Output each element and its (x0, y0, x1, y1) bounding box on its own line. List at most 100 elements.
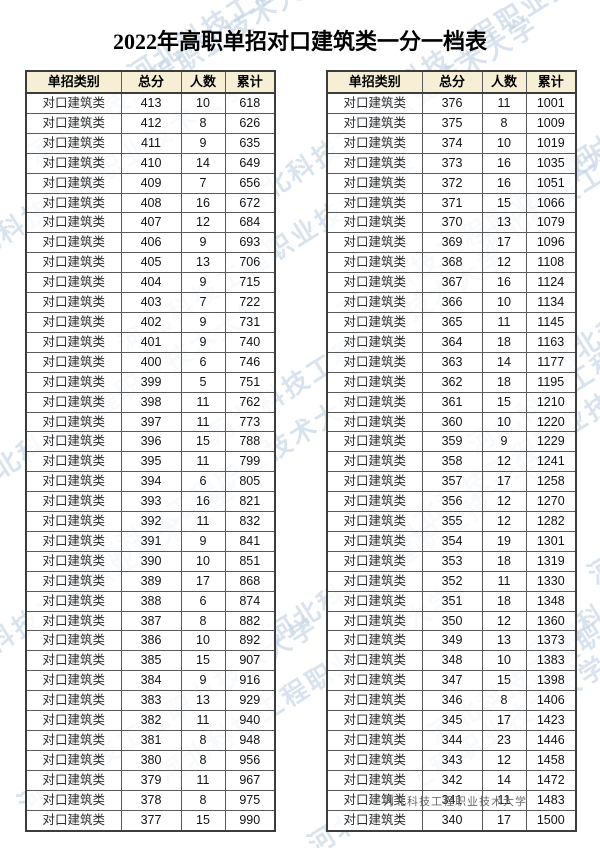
table-row: 对口建筑类 396 15 788 (25, 431, 276, 453)
cell-category: 对口建筑类 (326, 730, 423, 751)
cell-score: 383 (120, 690, 182, 712)
cell-cumulative: 1108 (525, 252, 577, 274)
table-row: 对口建筑类 388 6 874 (25, 590, 276, 612)
cell-cumulative: 1241 (525, 451, 577, 473)
cell-count: 19 (481, 530, 527, 552)
cell-category: 对口建筑类 (25, 451, 122, 473)
cell-cumulative: 990 (224, 809, 276, 832)
cell-category: 对口建筑类 (326, 212, 423, 234)
column-header-category: 单招类别 (25, 70, 122, 94)
cell-score: 364 (421, 331, 483, 353)
cell-count: 17 (481, 710, 527, 731)
column-header-cumulative: 累计 (525, 70, 577, 94)
table-body-left: 对口建筑类 413 10 618 对口建筑类 412 8 626 对口建筑类 411 9 635 对口建… (25, 92, 276, 832)
cell-cumulative: 1009 (525, 112, 577, 134)
cell-score: 391 (120, 530, 182, 552)
cell-count: 11 (180, 769, 226, 791)
cell-cumulative: 1066 (525, 192, 577, 214)
cell-count: 5 (180, 371, 226, 393)
cell-cumulative: 656 (224, 172, 276, 194)
cell-score: 351 (421, 590, 483, 612)
cell-category: 对口建筑类 (326, 252, 423, 274)
table-row: 对口建筑类 348 10 1383 (326, 650, 577, 672)
cell-count: 10 (481, 292, 527, 313)
cell-count: 17 (180, 570, 226, 592)
cell-category: 对口建筑类 (326, 192, 423, 214)
cell-category: 对口建筑类 (25, 570, 122, 592)
table-row: 对口建筑类 359 9 1229 (326, 431, 577, 453)
cell-score: 388 (120, 590, 182, 612)
cell-category: 对口建筑类 (25, 650, 122, 672)
cell-category: 对口建筑类 (326, 311, 423, 333)
cell-score: 393 (120, 491, 182, 513)
cell-cumulative: 1134 (525, 292, 577, 313)
table-row: 对口建筑类 400 6 746 (25, 351, 276, 373)
cell-score: 362 (421, 371, 483, 393)
cell-cumulative: 851 (224, 550, 276, 572)
table-row: 对口建筑类 387 8 882 (25, 610, 276, 632)
table-row: 对口建筑类 403 7 722 (25, 292, 276, 313)
cell-category: 对口建筑类 (326, 769, 423, 791)
cell-count: 12 (481, 252, 527, 274)
cell-count: 6 (180, 590, 226, 612)
cell-score: 369 (421, 232, 483, 254)
cell-category: 对口建筑类 (25, 272, 122, 294)
cell-score: 344 (421, 730, 483, 751)
header-row: 单招类别 总分 人数 累计 (326, 70, 577, 94)
cell-cumulative: 1270 (525, 491, 577, 513)
cell-count: 10 (180, 550, 226, 572)
cell-score: 370 (421, 212, 483, 234)
cell-count: 7 (180, 172, 226, 194)
table-row: 对口建筑类 405 13 706 (25, 252, 276, 274)
table-row: 对口建筑类 395 11 799 (25, 451, 276, 473)
table-row: 对口建筑类 372 16 1051 (326, 172, 577, 194)
cell-cumulative: 799 (224, 451, 276, 473)
cell-cumulative: 1500 (525, 809, 577, 832)
table-row: 对口建筑类 371 15 1066 (326, 192, 577, 214)
cell-cumulative: 1177 (525, 351, 577, 373)
table-row: 对口建筑类 413 10 618 (25, 92, 276, 114)
cell-count: 15 (481, 391, 527, 413)
cell-cumulative: 1423 (525, 710, 577, 731)
table-row: 对口建筑类 361 15 1210 (326, 391, 577, 413)
cell-category: 对口建筑类 (326, 491, 423, 513)
cell-count: 14 (180, 152, 226, 174)
cell-cumulative: 649 (224, 152, 276, 174)
cell-cumulative: 1035 (525, 152, 577, 174)
cell-category: 对口建筑类 (326, 451, 423, 473)
table-row: 对口建筑类 402 9 731 (25, 311, 276, 333)
table-row: 对口建筑类 404 9 715 (25, 272, 276, 294)
cell-category: 对口建筑类 (25, 331, 122, 353)
cell-count: 15 (481, 192, 527, 214)
table-row: 对口建筑类 381 8 948 (25, 730, 276, 751)
table-row: 对口建筑类 354 19 1301 (326, 530, 577, 552)
cell-category: 对口建筑类 (326, 630, 423, 652)
table-row: 对口建筑类 369 17 1096 (326, 232, 577, 254)
cell-count: 8 (180, 112, 226, 134)
cell-score: 348 (421, 650, 483, 672)
table-header-left: 单招类别 总分 人数 累计 (25, 70, 276, 94)
cell-category: 对口建筑类 (25, 749, 122, 771)
cell-score: 398 (120, 391, 182, 413)
cell-score: 380 (120, 749, 182, 771)
cell-score: 381 (120, 730, 182, 751)
cell-count: 8 (481, 690, 527, 712)
table-row: 对口建筑类 363 14 1177 (326, 351, 577, 373)
cell-cumulative: 1282 (525, 511, 577, 532)
cell-score: 387 (120, 610, 182, 632)
table-row: 对口建筑类 373 16 1035 (326, 152, 577, 174)
cell-cumulative: 1001 (525, 92, 577, 114)
cell-category: 对口建筑类 (25, 710, 122, 731)
cell-count: 10 (481, 411, 527, 433)
cell-count: 8 (180, 730, 226, 751)
cell-category: 对口建筑类 (326, 112, 423, 134)
table-row: 对口建筑类 392 11 832 (25, 511, 276, 532)
cell-cumulative: 1229 (525, 431, 577, 453)
cell-cumulative: 788 (224, 431, 276, 453)
cell-category: 对口建筑类 (326, 511, 423, 532)
cell-count: 11 (481, 570, 527, 592)
table-row: 对口建筑类 355 12 1282 (326, 511, 577, 532)
cell-cumulative: 940 (224, 710, 276, 731)
cell-score: 397 (120, 411, 182, 433)
cell-score: 412 (120, 112, 182, 134)
